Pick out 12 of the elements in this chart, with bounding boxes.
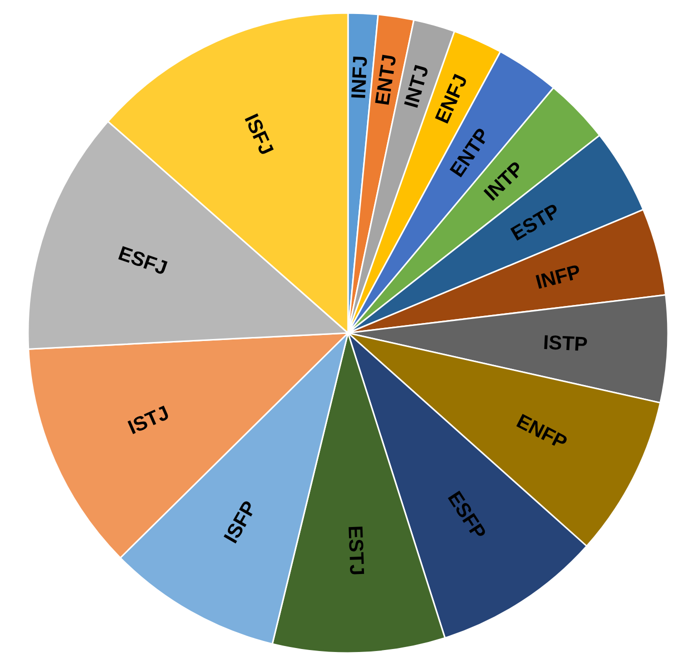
- slice-label: ESFJ: [115, 242, 170, 280]
- slice-label: ENFP: [512, 410, 570, 454]
- slice-label: ISFJ: [240, 110, 278, 158]
- slice-label: INTJ: [400, 62, 434, 110]
- slice-label: ISTJ: [125, 402, 173, 440]
- slice-label: ISFP: [220, 498, 262, 548]
- slice-label: ISTP: [542, 332, 588, 356]
- slice-label: ESTJ: [344, 525, 368, 576]
- slice-label: INFP: [534, 261, 584, 294]
- slice-label: INFJ: [348, 55, 372, 100]
- slice-label: ENFJ: [431, 71, 472, 127]
- slice-label: ENTJ: [372, 52, 402, 107]
